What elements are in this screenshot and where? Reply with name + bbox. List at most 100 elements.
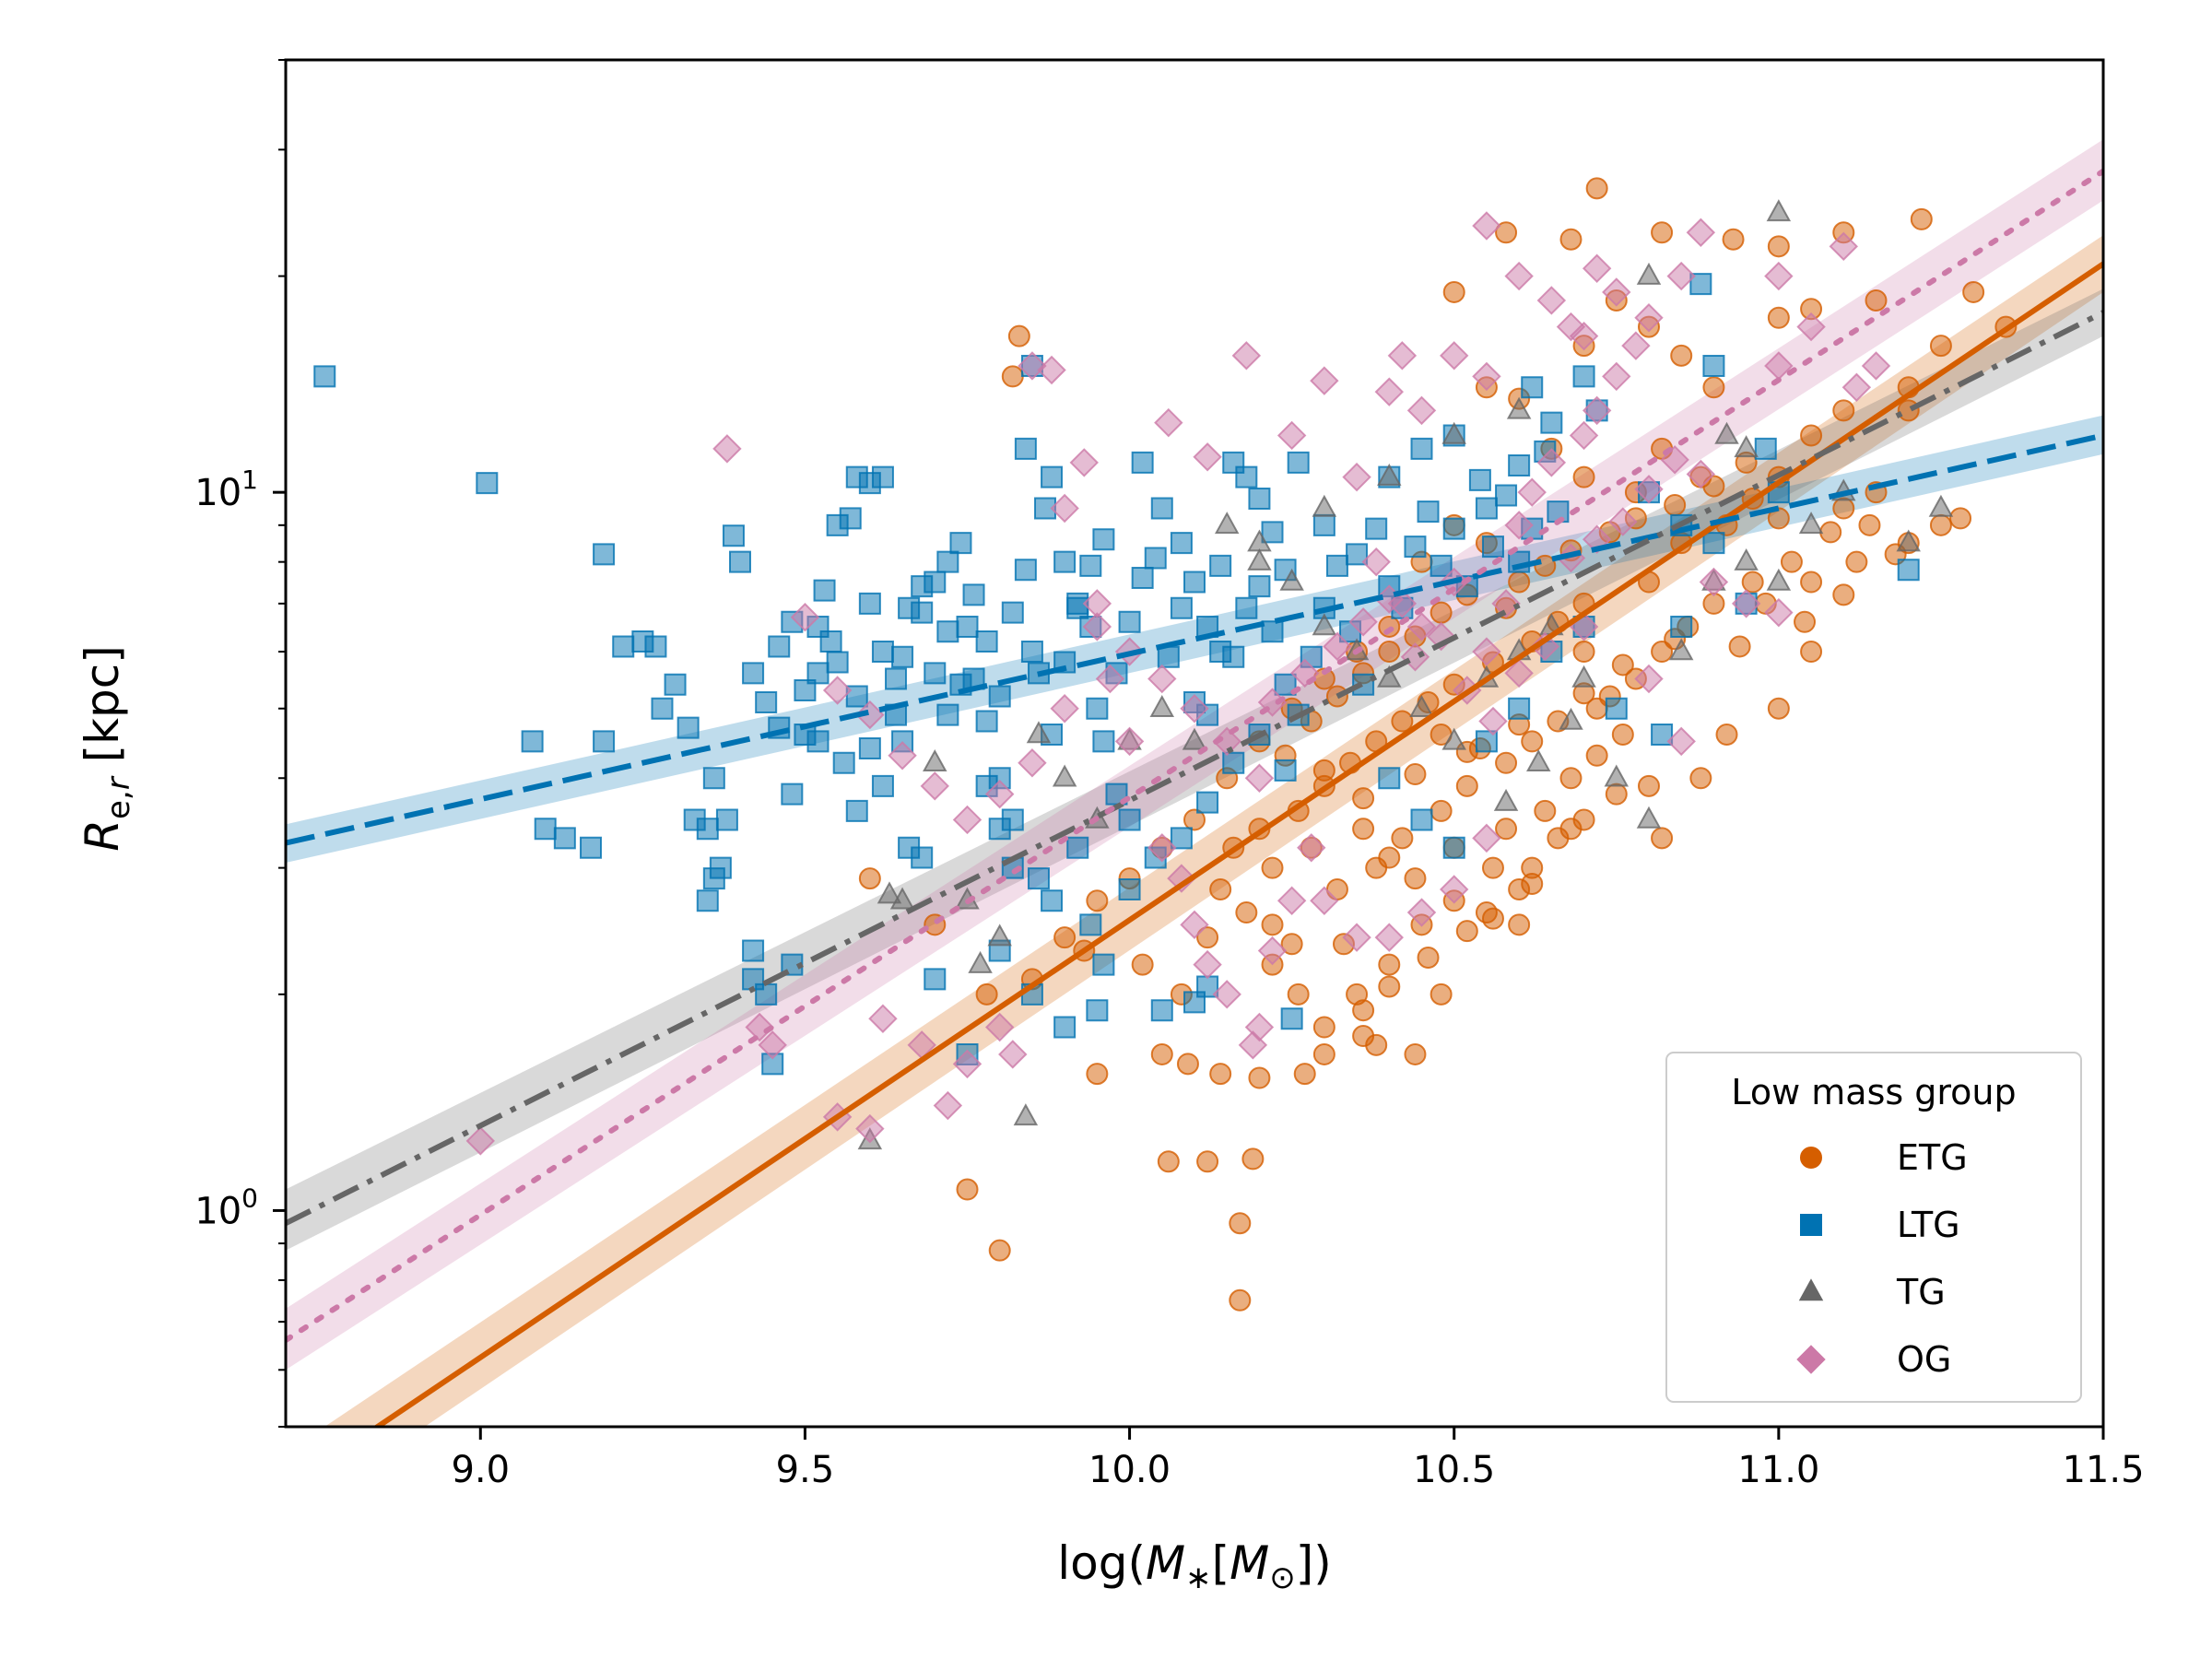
point-ltg: [768, 635, 791, 658]
point-etg: [1651, 221, 1674, 244]
point-ltg: [1897, 559, 1920, 582]
point-ltg: [1053, 550, 1077, 573]
point-etg: [1378, 615, 1401, 638]
point-ltg: [1020, 641, 1043, 664]
point-tg: [1798, 512, 1824, 535]
point-tg: [1734, 547, 1759, 571]
point-etg: [1001, 365, 1024, 388]
point-ltg: [1092, 528, 1115, 551]
point-etg: [1910, 207, 1933, 230]
point-ltg: [476, 472, 499, 495]
point-ltg: [1157, 645, 1180, 668]
point-etg: [1352, 818, 1375, 841]
point-ltg: [1475, 497, 1498, 520]
point-etg: [1293, 1063, 1316, 1086]
fit-band-og: [286, 139, 2103, 1371]
point-etg: [1800, 571, 1823, 594]
point-ltg: [651, 697, 674, 720]
point-etg: [1086, 1063, 1109, 1086]
point-ltg: [1702, 532, 1725, 555]
point-og: [1634, 664, 1664, 694]
point-ltg: [1209, 554, 1232, 577]
point-og: [1582, 524, 1612, 554]
point-tg: [1559, 707, 1583, 730]
point-tg: [1409, 695, 1434, 717]
point-ltg: [612, 635, 635, 658]
point-og: [1582, 395, 1612, 426]
point-tg: [889, 887, 915, 910]
point-og: [952, 805, 982, 835]
point-ltg: [729, 550, 751, 573]
point-og: [1602, 277, 1631, 307]
point-etg: [1715, 723, 1738, 746]
point-og: [1829, 231, 1859, 262]
point-ltg: [975, 629, 998, 653]
point-etg: [1455, 774, 1478, 797]
point-tg: [1312, 494, 1337, 517]
point-ltg: [988, 818, 1011, 841]
point-og: [1154, 407, 1183, 438]
point-etg: [1391, 827, 1414, 850]
point-tg: [1214, 512, 1240, 535]
point-etg: [1241, 1147, 1265, 1171]
point-ltg: [1248, 575, 1271, 598]
point-etg: [1949, 507, 1972, 530]
point-ltg: [534, 818, 557, 841]
point-tg: [1013, 1103, 1039, 1126]
point-ltg: [826, 651, 849, 674]
point-og: [1238, 1030, 1268, 1060]
point-ltg: [1235, 465, 1258, 488]
point-etg: [1481, 907, 1504, 930]
legend-marker-ltg: [1800, 1214, 1822, 1236]
point-ltg: [742, 939, 765, 962]
point-ltg: [898, 596, 921, 619]
point-og: [1095, 664, 1125, 694]
point-tg: [1441, 421, 1466, 444]
point-og: [1491, 589, 1521, 618]
point-etg: [1430, 799, 1453, 822]
point-etg: [1865, 288, 1888, 312]
point-og: [1348, 607, 1378, 637]
point-tg: [1734, 435, 1759, 458]
point-etg: [1702, 376, 1725, 399]
legend-box: [1665, 1052, 2082, 1403]
x-tick-label: 10.5: [1413, 1449, 1495, 1491]
point-ltg: [936, 550, 959, 573]
point-og: [855, 1113, 885, 1144]
point-etg: [1007, 324, 1030, 347]
point-ltg: [1144, 547, 1167, 570]
point-og: [1374, 923, 1405, 952]
point-etg: [1312, 759, 1335, 782]
point-og: [1569, 321, 1599, 351]
point-ltg: [709, 856, 732, 879]
point-og: [1764, 261, 1794, 291]
x-tick-label: 11.5: [2062, 1449, 2144, 1491]
legend-marker-tg: [1798, 1278, 1824, 1301]
point-tg: [923, 749, 947, 771]
point-etg: [1229, 1212, 1252, 1235]
point-ltg: [1183, 571, 1206, 594]
point-etg: [1929, 335, 1952, 358]
point-og: [1257, 935, 1288, 966]
point-etg: [1832, 583, 1855, 606]
point-ltg: [1410, 437, 1433, 460]
point-etg: [1378, 975, 1401, 998]
point-etg: [1442, 280, 1465, 303]
point-ltg: [1041, 889, 1064, 912]
point-og: [1018, 351, 1047, 381]
point-ltg: [911, 846, 934, 869]
point-etg: [1378, 641, 1401, 664]
point-ltg: [924, 662, 947, 685]
point-ltg: [1131, 567, 1154, 590]
point-ltg: [1222, 645, 1245, 668]
point-ltg: [702, 767, 725, 790]
point-og: [1231, 341, 1262, 371]
point-ltg: [580, 836, 603, 859]
point-ltg: [1170, 827, 1193, 850]
point-etg: [1572, 465, 1595, 488]
point-ltg: [871, 774, 894, 797]
y-tick-label: 100: [194, 1182, 258, 1232]
point-etg: [1664, 493, 1687, 516]
point-etg: [1378, 846, 1401, 869]
point-etg: [1897, 399, 1920, 422]
